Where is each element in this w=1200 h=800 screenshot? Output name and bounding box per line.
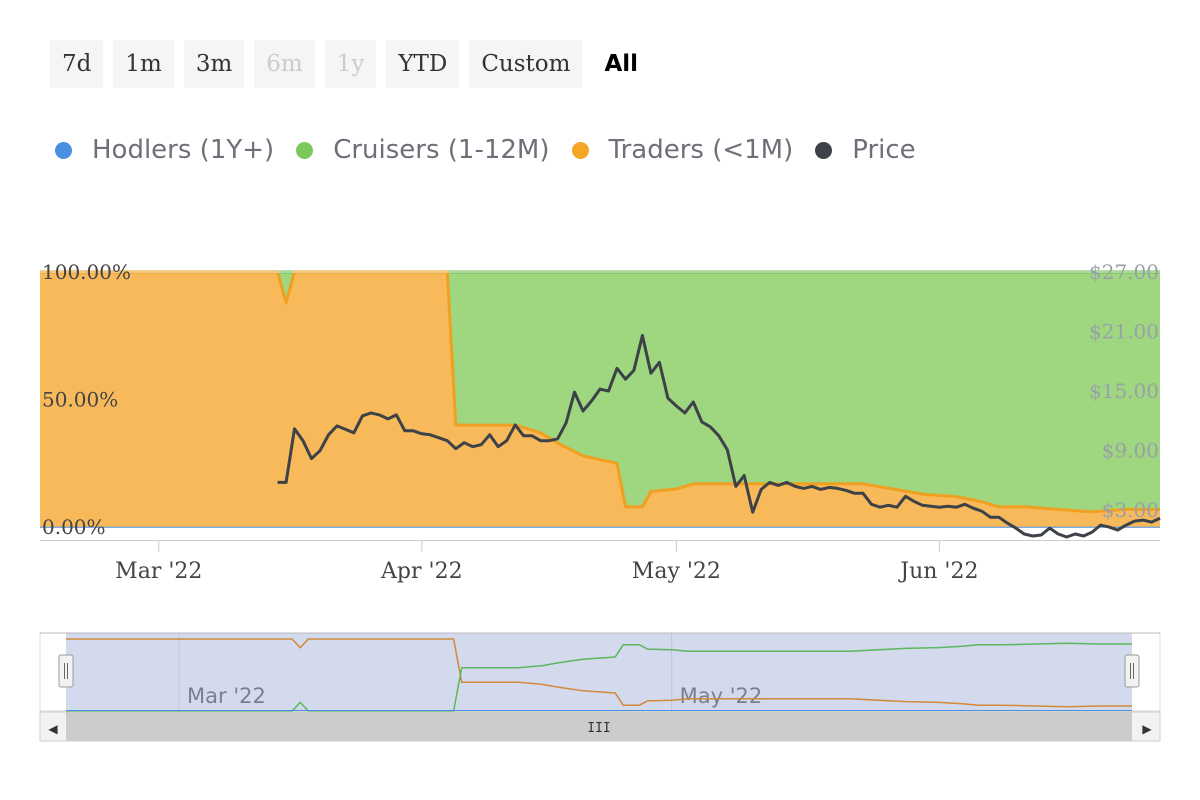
x-tick-label: Jun '22	[898, 559, 978, 584]
plot-area	[40, 270, 1161, 539]
legend-marker-traders	[571, 141, 589, 159]
series-line-traders	[40, 270, 1160, 514]
navigator-tick-label: Mar '22	[187, 684, 266, 708]
legend-label-price: Price	[852, 135, 916, 165]
series-area-traders	[40, 272, 1160, 528]
y-left-tick-label: 100.00%	[42, 260, 131, 284]
scrollbar-grip-icon: III	[587, 721, 610, 736]
legend-item-hodlers[interactable]: Hodlers (1Y+)	[55, 135, 274, 165]
range-6m-button[interactable]: 6m	[254, 40, 315, 88]
navigator-tick-label: May '22	[680, 684, 763, 708]
range-selector: 7d 1m 3m 6m 1y YTD Custom All	[50, 40, 650, 88]
series-area-cruisers	[40, 272, 1160, 512]
scroll-left-arrow-icon[interactable]: ◀	[48, 722, 58, 736]
legend-marker-hodlers	[55, 141, 72, 159]
chart-legend: Hodlers (1Y+) Cruisers (1-12M) Traders (…	[55, 130, 938, 170]
series-line-price	[277, 334, 1161, 539]
navigator[interactable]: Mar '22 May '22	[39, 632, 1161, 712]
legend-item-price[interactable]: Price	[815, 135, 916, 165]
range-all-button[interactable]: All	[592, 40, 650, 88]
range-ytd-button[interactable]: YTD	[386, 40, 460, 88]
legend-label-hodlers: Hodlers (1Y+)	[92, 135, 275, 165]
legend-label-cruisers: Cruisers (1-12M)	[333, 135, 550, 165]
navigator-line-cruisers	[66, 642, 1132, 712]
x-tick-label: May '22	[632, 559, 721, 584]
range-1y-button[interactable]: 1y	[324, 40, 377, 88]
range-custom-button[interactable]: Custom	[469, 40, 583, 88]
y-right-tick-label: $15.00	[1089, 379, 1159, 403]
range-3m-button[interactable]: 3m	[183, 40, 245, 88]
axes: Mar '22 Apr '22 May '22 Jun '22 100.00% 50.00…	[40, 260, 1160, 584]
legend-marker-cruisers	[296, 141, 314, 159]
y-left-tick-label: 50.00%	[42, 388, 118, 412]
y-right-tick-label: $9.00	[1102, 439, 1159, 463]
legend-marker-price	[815, 141, 833, 159]
scroll-right-arrow-icon[interactable]: ▶	[1142, 722, 1152, 736]
x-tick-label: Mar '22	[115, 559, 202, 584]
scrollbar[interactable]: ◀ ▶ III	[39, 711, 1161, 742]
navigator-line-traders	[66, 638, 1132, 708]
scrollbar-thumb[interactable]	[66, 712, 1132, 741]
legend-item-cruisers[interactable]: Cruisers (1-12M)	[296, 135, 550, 165]
navigator-handle-right[interactable]	[1124, 654, 1140, 688]
y-right-tick-label: $3.00	[1102, 498, 1159, 522]
range-1m-button[interactable]: 1m	[113, 40, 174, 88]
y-left-tick-label: 0.00%	[42, 515, 106, 539]
x-tick-label: Apr '22	[380, 559, 463, 584]
range-7d-button[interactable]: 7d	[50, 40, 104, 88]
navigator-handle-left[interactable]	[58, 654, 74, 688]
legend-label-traders: Traders (<1M)	[608, 135, 794, 165]
legend-item-traders[interactable]: Traders (<1M)	[571, 135, 794, 165]
y-right-tick-label: $21.00	[1089, 320, 1159, 344]
y-right-tick-label: $27.00	[1089, 260, 1159, 284]
